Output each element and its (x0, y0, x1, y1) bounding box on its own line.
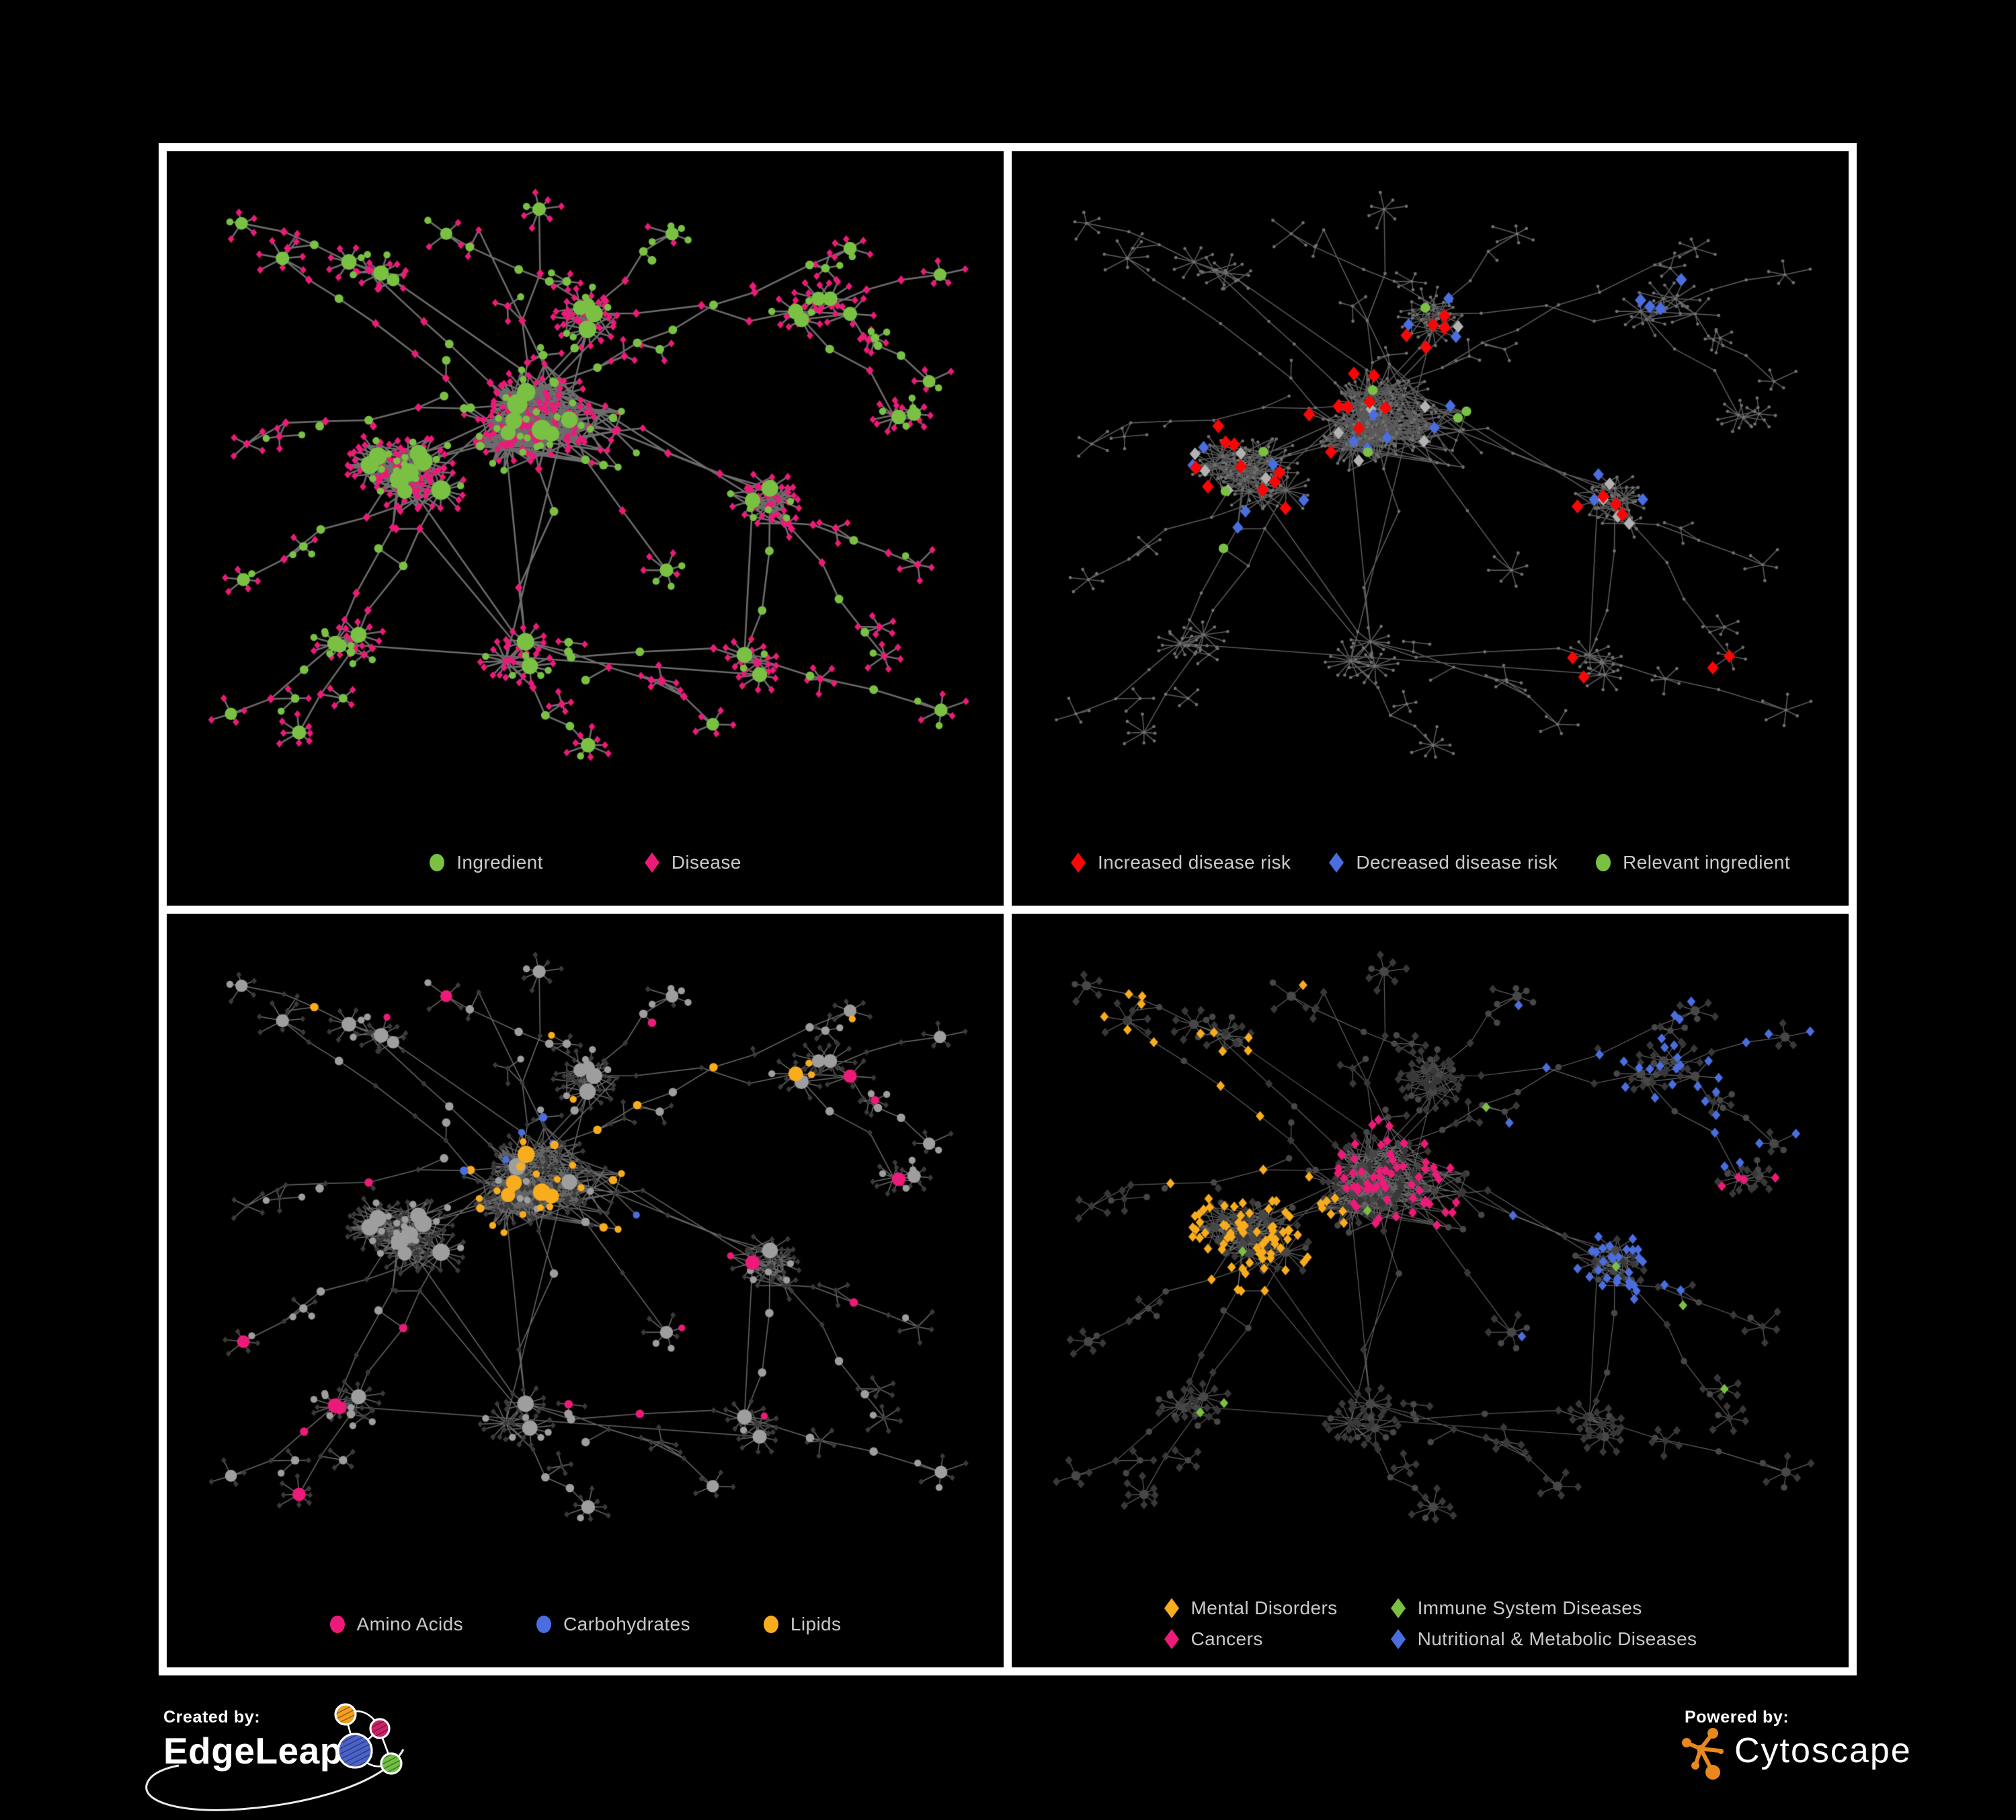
panel-grid: Ingredient Disease Increased disease risk… (159, 143, 1857, 1675)
legend-item: Disease (644, 852, 741, 873)
panel-disease-categories: Mental Disorders Immune System Diseases Ca… (1012, 913, 1849, 1667)
legend-item: Immune System Diseases (1390, 1597, 1642, 1619)
legend-label: Mental Disorders (1191, 1597, 1338, 1618)
legend-marker-diamond-icon (1070, 852, 1086, 873)
legend-marker-circle-icon (1596, 853, 1611, 871)
edgeleap-swoosh (145, 1749, 405, 1811)
legend-item: Nutritional & Metabolic Diseases (1390, 1628, 1697, 1650)
legend-label: Decreased disease risk (1356, 851, 1558, 873)
legend-disease-risk: Increased disease risk Decreased disease … (1012, 852, 1849, 873)
legend-label: Lipids (790, 1614, 842, 1634)
edgeleap-credit: Created by: EdgeLeap (163, 1708, 343, 1770)
panel-macronutrient-classes: Amino Acids Carbohydrates Lipids (167, 913, 1004, 1667)
legend-item: Relevant ingredient (1595, 852, 1790, 873)
legend-marker-diamond-icon (1390, 1629, 1406, 1649)
legend-marker-diamond-icon (1164, 1598, 1179, 1618)
network-canvas-disease-categories (1012, 913, 1849, 1667)
legend-label: Carbohydrates (563, 1614, 690, 1634)
cytoscape-credit: Powered by: (1685, 1708, 1789, 1727)
legend-item: Ingredient (429, 852, 543, 873)
legend-item: Mental Disorders (1164, 1597, 1338, 1619)
legend-disease-categories: Mental Disorders Immune System Diseases Ca… (1012, 1597, 1849, 1650)
legend-item: Carbohydrates (536, 1614, 690, 1635)
legend-ingredient-disease: Ingredient Disease (167, 852, 1004, 873)
created-by-label: Created by: (163, 1708, 261, 1727)
legend-marker-diamond-icon (1390, 1598, 1406, 1618)
legend-macronutrient-classes: Amino Acids Carbohydrates Lipids (167, 1614, 1004, 1635)
legend-label: Relevant ingredient (1623, 851, 1791, 873)
legend-marker-circle-icon (536, 1616, 552, 1633)
panel-disease-risk: Increased disease risk Decreased disease … (1012, 151, 1849, 906)
legend-item: Lipids (763, 1614, 842, 1635)
edgeleap-wordmark: EdgeLeap (163, 1730, 343, 1772)
network-canvas-disease-risk (1012, 151, 1849, 906)
legend-marker-diamond-icon (1329, 852, 1344, 873)
powered-by-label: Powered by: (1685, 1708, 1789, 1727)
network-canvas-ingredient-disease (167, 151, 1004, 906)
legend-item: Increased disease risk (1070, 852, 1291, 873)
edgeleap-logo-icon (334, 1703, 403, 1775)
legend-marker-circle-icon (763, 1616, 778, 1633)
legend-label: Nutritional & Metabolic Diseases (1417, 1628, 1697, 1649)
legend-label: Disease (671, 851, 741, 873)
legend-label: Immune System Diseases (1417, 1597, 1642, 1618)
legend-item: Cancers (1164, 1628, 1263, 1650)
legend-marker-diamond-icon (644, 852, 659, 873)
cytoscape-logo-icon (1682, 1728, 1724, 1780)
legend-marker-diamond-icon (1164, 1629, 1179, 1649)
cytoscape-wordmark: Cytoscape (1734, 1731, 1912, 1770)
legend-marker-circle-icon (329, 1616, 345, 1633)
network-canvas-macronutrient-classes (167, 913, 1004, 1667)
legend-label: Ingredient (456, 851, 543, 873)
panel-ingredient-disease: Ingredient Disease (167, 151, 1004, 906)
legend-label: Amino Acids (356, 1614, 464, 1634)
legend-marker-circle-icon (430, 853, 445, 871)
legend-item: Decreased disease risk (1328, 852, 1558, 873)
legend-label: Increased disease risk (1097, 851, 1291, 873)
legend-label: Cancers (1191, 1628, 1263, 1649)
legend-item: Amino Acids (329, 1614, 463, 1635)
